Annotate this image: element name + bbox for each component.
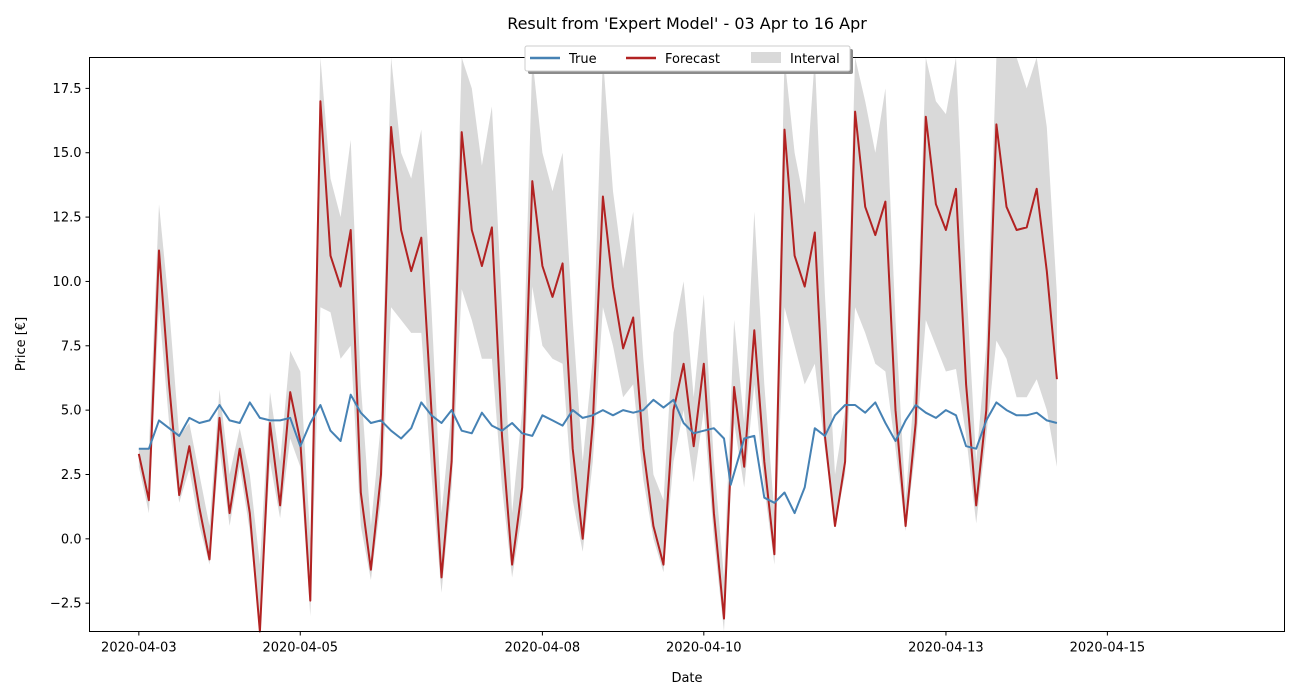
x-tick-label: 2020-04-13	[908, 641, 984, 656]
series-line-true	[138, 393, 1058, 515]
x-tick-label: 2020-04-15	[1070, 641, 1146, 656]
y-tick-label: −2.5	[50, 597, 82, 612]
x-tick-label: 2020-04-05	[262, 641, 338, 656]
x-axis-title: Date	[671, 671, 702, 686]
y-tick-label: 5.0	[61, 404, 82, 419]
y-tick-label: 0.0	[61, 532, 82, 547]
series-line-forecast	[137, 100, 1058, 633]
x-tick-label: 2020-04-10	[666, 641, 742, 656]
y-tick-label: 7.5	[61, 339, 82, 354]
y-tick-label: 2.5	[61, 468, 82, 483]
y-tick-label: 10.0	[53, 275, 82, 290]
x-tick-label: 2020-04-03	[101, 641, 177, 656]
legend-label-forecast: Forecast	[665, 52, 720, 67]
legend: True Forecast Interval	[524, 45, 853, 74]
interval-band	[138, 57, 1057, 632]
x-tick-label: 2020-04-08	[505, 641, 581, 656]
series-lines-layer	[137, 100, 1058, 633]
y-tick-label: 17.5	[53, 82, 82, 97]
y-axis: −2.5 0.0 2.5 5.0 7.5 10.0 12.5 15.0 17.5	[50, 82, 90, 612]
chart-title: Result from 'Expert Model' - 03 Apr to 1…	[507, 14, 867, 33]
y-axis-title: Price [€]	[14, 317, 29, 371]
x-axis: 2020-04-03 2020-04-05 2020-04-08 2020-04-10…	[101, 631, 1146, 656]
y-tick-label: 15.0	[53, 146, 82, 161]
plot-area	[137, 57, 1058, 633]
y-tick-label: 12.5	[53, 211, 82, 226]
legend-label-interval: Interval	[790, 52, 840, 67]
interval-band-layer	[138, 57, 1057, 632]
legend-label-true: True	[568, 52, 597, 67]
legend-swatch-interval	[751, 52, 781, 63]
